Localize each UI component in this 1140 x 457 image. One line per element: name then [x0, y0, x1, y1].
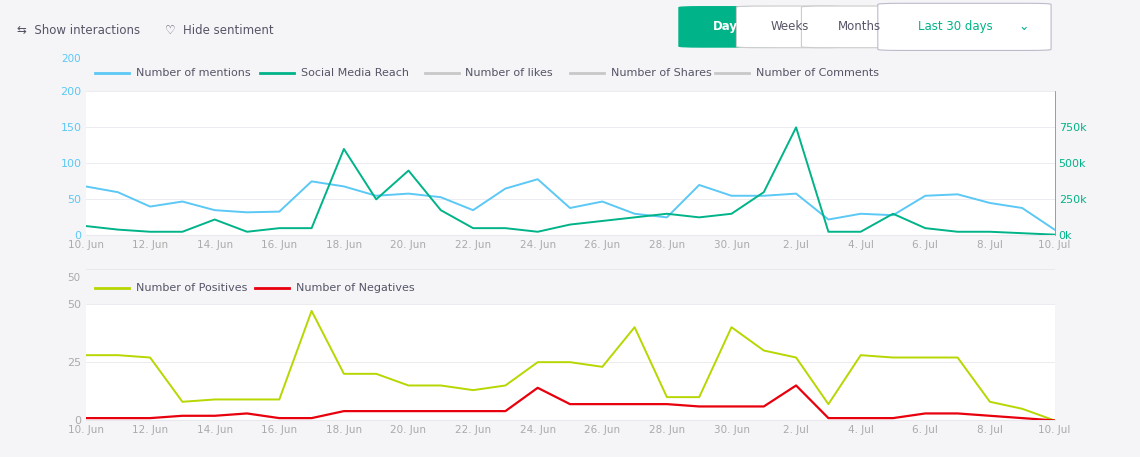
Text: Number of Positives: Number of Positives	[136, 283, 247, 293]
FancyBboxPatch shape	[801, 6, 918, 48]
Text: ♡  Hide sentiment: ♡ Hide sentiment	[165, 24, 274, 37]
Text: Number of Negatives: Number of Negatives	[295, 283, 415, 293]
Text: 50: 50	[67, 273, 81, 283]
Text: Number of mentions: Number of mentions	[136, 68, 251, 78]
FancyBboxPatch shape	[678, 6, 779, 48]
Text: Number of Shares: Number of Shares	[611, 68, 711, 78]
Text: ⌄: ⌄	[1018, 20, 1029, 33]
Text: Weeks: Weeks	[771, 20, 809, 33]
Text: Number of Comments: Number of Comments	[756, 68, 879, 78]
Text: ⇆  Show interactions: ⇆ Show interactions	[17, 24, 140, 37]
FancyBboxPatch shape	[736, 6, 844, 48]
Text: Days: Days	[712, 20, 744, 33]
Text: Number of likes: Number of likes	[465, 68, 553, 78]
Text: Social Media Reach: Social Media Reach	[301, 68, 408, 78]
Text: 200: 200	[62, 54, 81, 64]
Text: Last 30 days: Last 30 days	[918, 20, 993, 33]
Text: Months: Months	[838, 20, 881, 33]
FancyBboxPatch shape	[878, 3, 1051, 50]
